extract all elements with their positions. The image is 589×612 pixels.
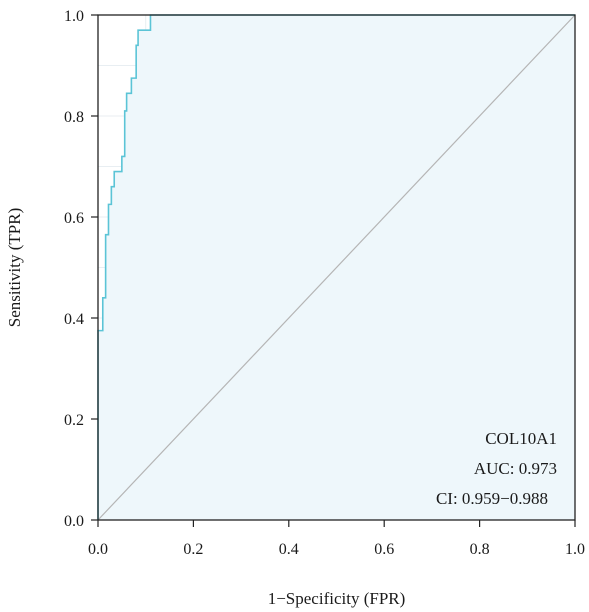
x-tick-label: 0.0: [88, 541, 108, 558]
y-tick-label: 1.0: [64, 8, 84, 25]
diagonal-reference-line: [97, 14, 576, 521]
annotation-gene-label: COL10A1: [485, 429, 557, 448]
x-axis-ticks: 0.0 0.2 0.4 0.6 0.8 1.0: [88, 520, 585, 558]
y-tick-label: 0.8: [64, 109, 84, 126]
y-tick-label: 0.2: [64, 412, 84, 429]
annotation-auc: AUC: 0.973: [474, 459, 557, 478]
x-tick-label: 0.8: [470, 541, 490, 558]
y-axis-ticks: 0.0 0.2 0.4 0.6 0.8 1.0: [64, 8, 98, 530]
y-tick-label: 0.6: [64, 210, 84, 227]
x-tick-label: 0.6: [374, 541, 394, 558]
roc-curve-line: [97, 14, 575, 520]
y-tick-label: 0.4: [64, 311, 84, 328]
x-tick-label: 0.4: [279, 541, 299, 558]
x-tick-label: 0.2: [183, 541, 203, 558]
annotation-ci: CI: 0.959−0.988: [436, 489, 548, 508]
y-tick-label: 0.0: [64, 513, 84, 530]
x-axis-title: 1−Specificity (FPR): [268, 589, 406, 608]
y-axis-title: Sensitivity (TPR): [5, 208, 24, 327]
plot-frame: [97, 14, 576, 521]
x-tick-label: 1.0: [565, 541, 585, 558]
